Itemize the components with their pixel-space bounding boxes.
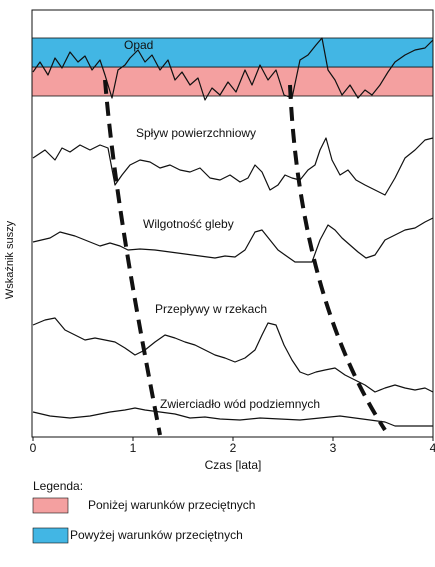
propagation-line (288, 84, 387, 432)
x-tick-label: 3 (330, 441, 337, 455)
x-axis-label: Czas [lata] (205, 458, 262, 472)
curve-label: Zwierciadło wód podziemnych (160, 397, 320, 411)
x-tick-label: 0 (30, 441, 37, 455)
band (31, 66, 434, 97)
x-tick-label: 2 (230, 441, 237, 455)
legend-label: Powyżej warunków przeciętnych (70, 528, 243, 542)
legend-label: Poniżej warunków przeciętnych (88, 498, 255, 512)
curve-label: Wilgotność gleby (143, 217, 234, 231)
y-axis-label: Wskaźnik suszy (4, 220, 16, 299)
curve-opad (32, 37, 434, 101)
curve-soil (32, 217, 434, 263)
curve-river (32, 317, 434, 393)
propagation-line (103, 79, 162, 436)
curve-label: Opad (124, 38, 153, 52)
curve-groundwater (32, 407, 433, 427)
curve-runoff (32, 137, 434, 196)
x-tick-label: 4 (430, 441, 435, 455)
legend-swatch (32, 527, 69, 544)
band (31, 37, 434, 68)
curve-label: Przepływy w rzekach (155, 302, 267, 316)
legend-title: Legenda: (33, 479, 83, 493)
legend-swatch (32, 497, 69, 514)
x-tick-label: 1 (130, 441, 137, 455)
curve-label: Spływ powierzchniowy (136, 126, 256, 140)
